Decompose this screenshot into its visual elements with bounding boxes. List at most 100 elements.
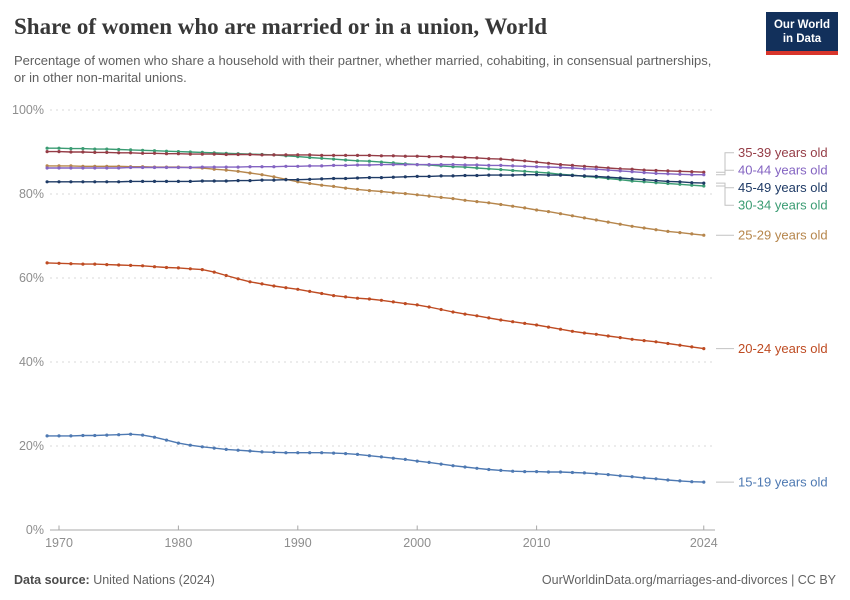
data-point-35-39 — [642, 168, 646, 172]
data-point-20-24 — [487, 316, 491, 320]
series-label-35-39[interactable]: 35-39 years old — [738, 145, 828, 160]
data-point-45-49 — [487, 173, 491, 177]
data-point-35-39 — [499, 157, 503, 161]
data-point-30-34 — [129, 148, 133, 152]
data-point-25-29 — [654, 228, 658, 232]
y-tick-label: 20% — [19, 439, 44, 453]
data-point-15-19 — [308, 451, 312, 455]
data-point-45-49 — [248, 179, 252, 183]
data-point-45-49 — [403, 175, 407, 179]
series-label-30-34[interactable]: 30-34 years old — [738, 198, 828, 213]
owid-logo[interactable]: Our World in Data — [766, 12, 838, 56]
series-label-25-29[interactable]: 25-29 years old — [738, 228, 828, 243]
credit-link[interactable]: OurWorldinData.org/marriages-and-divorce… — [541, 573, 836, 587]
data-point-45-49 — [260, 178, 264, 182]
data-point-45-49 — [702, 181, 706, 185]
data-point-35-39 — [129, 151, 133, 155]
data-point-45-49 — [296, 178, 300, 182]
y-tick-label: 80% — [19, 187, 44, 201]
data-point-35-39 — [475, 156, 479, 160]
data-point-15-19 — [618, 474, 622, 478]
data-point-40-44 — [427, 163, 431, 167]
data-point-40-44 — [141, 165, 145, 170]
series-label-40-44[interactable]: 40-44 years old — [738, 163, 828, 178]
data-point-30-34 — [511, 168, 515, 173]
data-point-35-39 — [248, 152, 252, 157]
data-point-25-29 — [511, 204, 515, 208]
series-line-25-29 — [47, 165, 704, 236]
data-point-25-29 — [618, 222, 622, 226]
data-point-45-49 — [606, 175, 610, 179]
data-point-15-19 — [141, 433, 145, 437]
data-point-45-49 — [379, 176, 383, 180]
data-point-40-44 — [439, 163, 443, 167]
data-point-45-49 — [200, 179, 204, 183]
data-point-20-24 — [654, 340, 658, 344]
data-point-15-19 — [570, 470, 575, 475]
data-point-25-29 — [463, 198, 467, 202]
data-point-40-44 — [69, 166, 73, 170]
data-point-20-24 — [320, 291, 324, 296]
data-point-20-24 — [248, 280, 252, 284]
data-point-40-44 — [379, 163, 383, 167]
data-point-15-19 — [487, 467, 491, 472]
series-label-15-19[interactable]: 15-19 years old — [738, 475, 828, 490]
data-point-25-29 — [367, 189, 371, 193]
data-point-20-24 — [511, 320, 515, 324]
data-point-45-49 — [439, 174, 443, 178]
data-point-20-24 — [236, 277, 240, 281]
data-point-15-19 — [224, 447, 228, 451]
data-point-15-19 — [439, 462, 443, 466]
series-line-40-44 — [47, 163, 704, 176]
data-point-45-49 — [594, 174, 598, 178]
label-connector-35-39 — [716, 152, 734, 173]
data-point-25-29 — [582, 216, 587, 220]
data-point-20-24 — [212, 270, 216, 274]
data-point-20-24 — [439, 307, 443, 312]
data-point-15-19 — [499, 468, 503, 472]
data-point-20-24 — [176, 266, 180, 270]
data-point-25-29 — [558, 212, 563, 216]
data-point-40-44 — [308, 164, 312, 168]
data-point-15-19 — [164, 438, 169, 442]
data-point-30-34 — [702, 184, 706, 188]
data-point-40-44 — [690, 173, 694, 177]
data-point-25-29 — [702, 233, 706, 237]
data-point-15-19 — [45, 434, 49, 438]
data-point-30-34 — [535, 170, 539, 174]
data-point-20-24 — [546, 325, 551, 329]
data-point-20-24 — [535, 323, 539, 327]
data-point-25-29 — [236, 169, 240, 173]
data-point-35-39 — [427, 155, 431, 159]
data-point-15-19 — [511, 469, 515, 473]
data-point-15-19 — [594, 472, 598, 476]
data-point-45-49 — [463, 173, 467, 178]
data-point-45-49 — [152, 179, 157, 183]
data-point-35-39 — [188, 152, 192, 156]
data-point-30-34 — [355, 159, 360, 163]
data-point-15-19 — [81, 433, 85, 438]
data-point-45-49 — [499, 173, 503, 177]
series-label-45-49[interactable]: 45-49 years old — [738, 180, 828, 195]
data-point-45-49 — [224, 179, 228, 183]
data-point-25-29 — [570, 214, 575, 218]
data-point-45-49 — [558, 173, 563, 177]
data-point-25-29 — [642, 226, 646, 230]
data-point-40-44 — [260, 165, 264, 169]
data-point-15-19 — [188, 443, 192, 447]
data-point-20-24 — [379, 298, 383, 302]
data-point-15-19 — [475, 466, 479, 470]
data-point-45-49 — [415, 174, 419, 178]
data-point-40-44 — [355, 163, 360, 167]
data-point-35-39 — [332, 153, 336, 157]
data-point-25-29 — [415, 193, 419, 197]
data-point-35-39 — [105, 150, 109, 154]
series-label-20-24[interactable]: 20-24 years old — [738, 341, 828, 356]
data-point-20-24 — [69, 262, 73, 266]
data-point-25-29 — [320, 183, 324, 187]
x-tick-label: 1970 — [45, 536, 73, 550]
data-point-40-44 — [367, 163, 371, 167]
chart-subtitle: Percentage of women who share a househol… — [14, 53, 712, 85]
data-point-40-44 — [284, 164, 288, 168]
data-point-25-29 — [523, 206, 527, 210]
